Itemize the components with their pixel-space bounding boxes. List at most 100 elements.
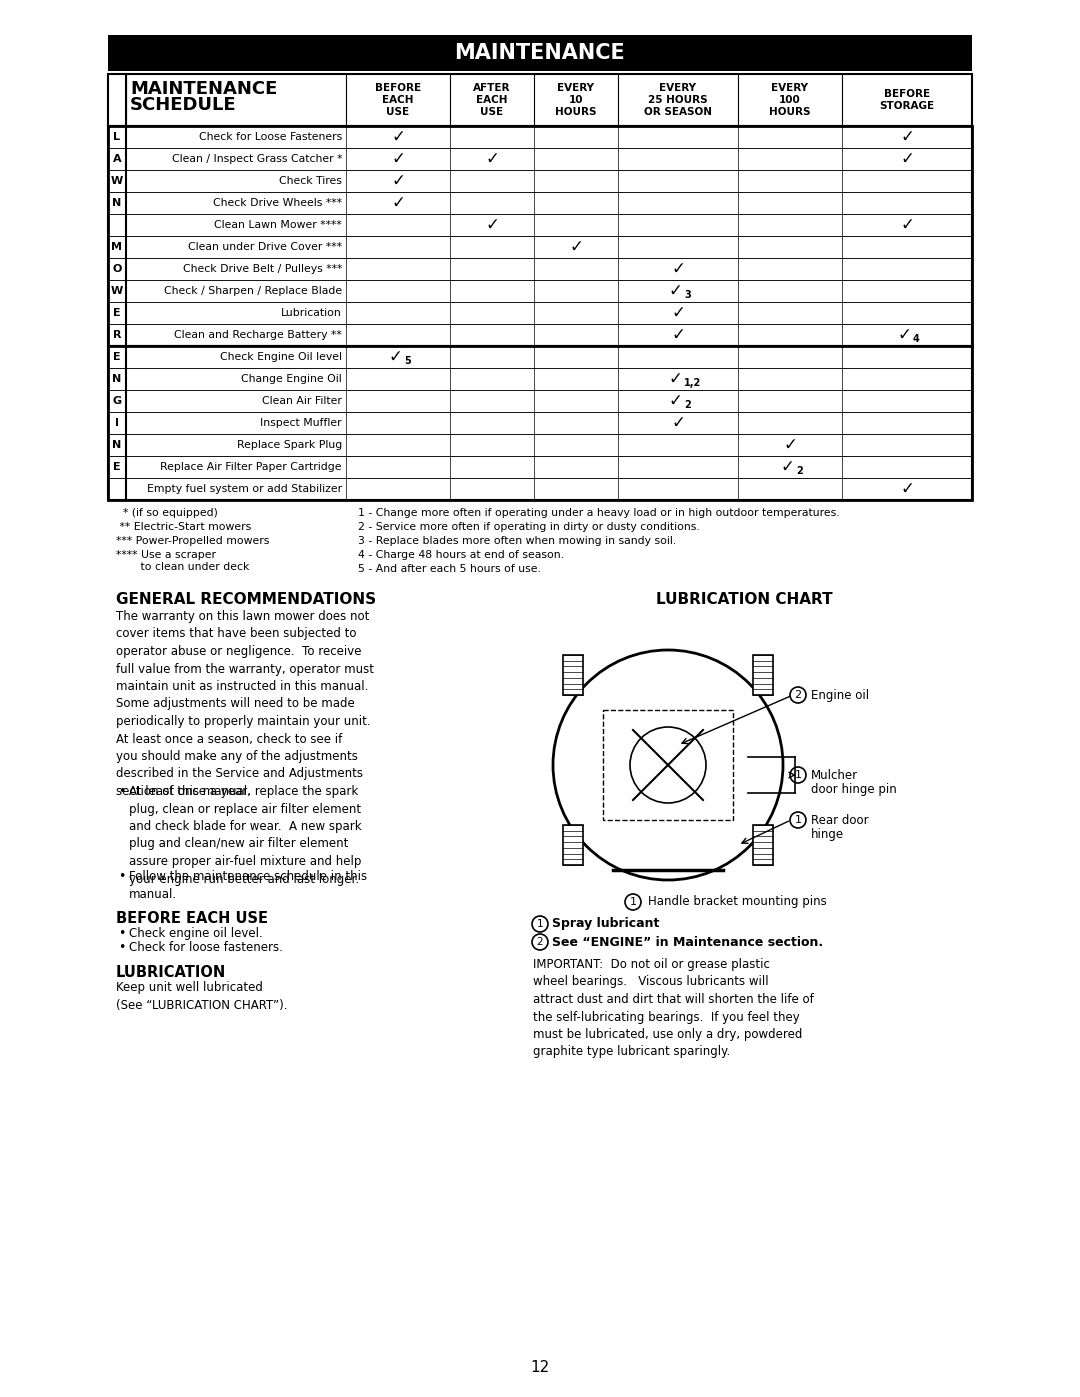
Text: LUBRICATION CHART: LUBRICATION CHART: [656, 592, 833, 608]
Text: •: •: [118, 928, 125, 940]
Text: hinge: hinge: [811, 828, 845, 841]
Text: O: O: [112, 264, 122, 274]
Text: EVERY
10
HOURS: EVERY 10 HOURS: [555, 82, 597, 117]
Text: Check Drive Belt / Pulleys ***: Check Drive Belt / Pulleys ***: [183, 264, 342, 274]
Text: 1: 1: [537, 919, 543, 929]
Bar: [753, 826, 773, 865]
Text: ✓: ✓: [671, 260, 685, 278]
Text: ✓: ✓: [671, 326, 685, 344]
Text: Replace Spark Plug: Replace Spark Plug: [237, 440, 342, 450]
Text: **** Use a scraper
       to clean under deck: **** Use a scraper to clean under deck: [116, 550, 249, 571]
Text: ✓: ✓: [783, 436, 797, 454]
Text: E: E: [113, 352, 121, 362]
Text: E: E: [113, 307, 121, 319]
Text: 12: 12: [530, 1359, 550, 1375]
Text: •: •: [118, 785, 125, 798]
Bar: [108, 126, 972, 346]
Text: I: I: [114, 418, 119, 427]
Text: BEFORE
EACH
USE: BEFORE EACH USE: [375, 82, 421, 117]
Text: ✓: ✓: [669, 282, 681, 300]
Text: 5 - And after each 5 hours of use.: 5 - And after each 5 hours of use.: [357, 564, 541, 574]
Text: BEFORE EACH USE: BEFORE EACH USE: [116, 911, 268, 926]
Text: MAINTENANCE: MAINTENANCE: [455, 43, 625, 63]
Text: E: E: [113, 462, 121, 472]
Text: ✓: ✓: [569, 237, 583, 256]
Text: Check Tires: Check Tires: [279, 176, 342, 186]
Text: SCHEDULE: SCHEDULE: [130, 96, 237, 115]
Text: ✓: ✓: [897, 326, 910, 344]
Text: Change Engine Oil: Change Engine Oil: [241, 374, 342, 384]
Bar: [563, 655, 583, 694]
Text: BEFORE
STORAGE: BEFORE STORAGE: [879, 89, 934, 110]
Text: Inspect Muffler: Inspect Muffler: [260, 418, 342, 427]
Text: Check for Loose Fasteners: Check for Loose Fasteners: [199, 131, 342, 142]
Bar: [108, 35, 972, 71]
Text: 2: 2: [537, 937, 543, 947]
Text: N: N: [112, 440, 122, 450]
Text: 1: 1: [630, 897, 636, 907]
Bar: [108, 346, 972, 500]
Text: ✓: ✓: [391, 194, 405, 212]
Text: L: L: [113, 131, 121, 142]
Text: ✓: ✓: [669, 370, 681, 388]
Text: GENERAL RECOMMENDATIONS: GENERAL RECOMMENDATIONS: [116, 592, 376, 608]
Text: Clean / Inspect Grass Catcher *: Clean / Inspect Grass Catcher *: [172, 154, 342, 163]
Text: 4: 4: [913, 334, 920, 344]
Text: Lubrication: Lubrication: [281, 307, 342, 319]
Text: ✓: ✓: [900, 217, 914, 235]
Text: Follow the maintenance schedule in this
manual.: Follow the maintenance schedule in this …: [129, 870, 367, 901]
Text: Replace Air Filter Paper Cartridge: Replace Air Filter Paper Cartridge: [161, 462, 342, 472]
Text: G: G: [112, 395, 122, 407]
Text: At least once a year, replace the spark
plug, clean or replace air filter elemen: At least once a year, replace the spark …: [129, 785, 362, 886]
Text: Clean Air Filter: Clean Air Filter: [262, 395, 342, 407]
Text: 3: 3: [684, 291, 691, 300]
Text: 2 - Service more often if operating in dirty or dusty conditions.: 2 - Service more often if operating in d…: [357, 522, 700, 532]
Text: Keep unit well lubricated
(See “LUBRICATION CHART”).: Keep unit well lubricated (See “LUBRICAT…: [116, 981, 287, 1011]
Text: ** Electric-Start mowers: ** Electric-Start mowers: [116, 522, 252, 532]
Bar: [603, 710, 733, 820]
Text: MAINTENANCE: MAINTENANCE: [130, 80, 278, 98]
Text: Check engine oil level.: Check engine oil level.: [129, 928, 262, 940]
Text: See “ENGINE” in Maintenance section.: See “ENGINE” in Maintenance section.: [552, 936, 823, 949]
Text: EVERY
100
HOURS: EVERY 100 HOURS: [769, 82, 811, 117]
Text: •: •: [118, 870, 125, 883]
Text: ✓: ✓: [391, 172, 405, 190]
Text: door hinge pin: door hinge pin: [811, 782, 896, 796]
Text: R: R: [112, 330, 121, 339]
Text: Mulcher: Mulcher: [811, 768, 859, 782]
Text: AFTER
EACH
USE: AFTER EACH USE: [473, 82, 511, 117]
Text: IMPORTANT:  Do not oil or grease plastic
wheel bearings.   Viscous lubricants wi: IMPORTANT: Do not oil or grease plastic …: [534, 958, 813, 1059]
Text: W: W: [111, 176, 123, 186]
Text: ✓: ✓: [485, 149, 499, 168]
Text: LUBRICATION: LUBRICATION: [116, 965, 226, 981]
Text: ✓: ✓: [391, 149, 405, 168]
Text: ✓: ✓: [391, 129, 405, 147]
Text: 2: 2: [796, 467, 802, 476]
Bar: [108, 74, 972, 126]
Text: ✓: ✓: [780, 458, 794, 476]
Text: ✓: ✓: [900, 481, 914, 497]
Text: Check / Sharpen / Replace Blade: Check / Sharpen / Replace Blade: [164, 286, 342, 296]
Text: ✓: ✓: [671, 414, 685, 432]
Text: M: M: [111, 242, 122, 251]
Text: ✓: ✓: [671, 305, 685, 321]
Text: A: A: [112, 154, 121, 163]
Text: * (if so equipped): * (if so equipped): [116, 509, 218, 518]
Text: Spray lubricant: Spray lubricant: [552, 918, 660, 930]
Text: Engine oil: Engine oil: [811, 689, 869, 701]
Text: N: N: [112, 198, 122, 208]
Text: Empty fuel system or add Stabilizer: Empty fuel system or add Stabilizer: [147, 483, 342, 495]
Text: Clean and Recharge Battery **: Clean and Recharge Battery **: [174, 330, 342, 339]
Text: 1 - Change more often if operating under a heavy load or in high outdoor tempera: 1 - Change more often if operating under…: [357, 509, 839, 518]
Text: 1: 1: [795, 814, 801, 826]
Text: EVERY
25 HOURS
OR SEASON: EVERY 25 HOURS OR SEASON: [644, 82, 712, 117]
Text: W: W: [111, 286, 123, 296]
Text: ✓: ✓: [388, 348, 402, 366]
Bar: [563, 826, 583, 865]
Text: •: •: [118, 942, 125, 954]
Text: 1,2: 1,2: [684, 379, 701, 388]
Text: 1: 1: [795, 770, 801, 780]
Text: Clean Lawn Mower ****: Clean Lawn Mower ****: [214, 219, 342, 231]
Text: 3 - Replace blades more often when mowing in sandy soil.: 3 - Replace blades more often when mowin…: [357, 536, 676, 546]
Text: 5: 5: [404, 356, 410, 366]
